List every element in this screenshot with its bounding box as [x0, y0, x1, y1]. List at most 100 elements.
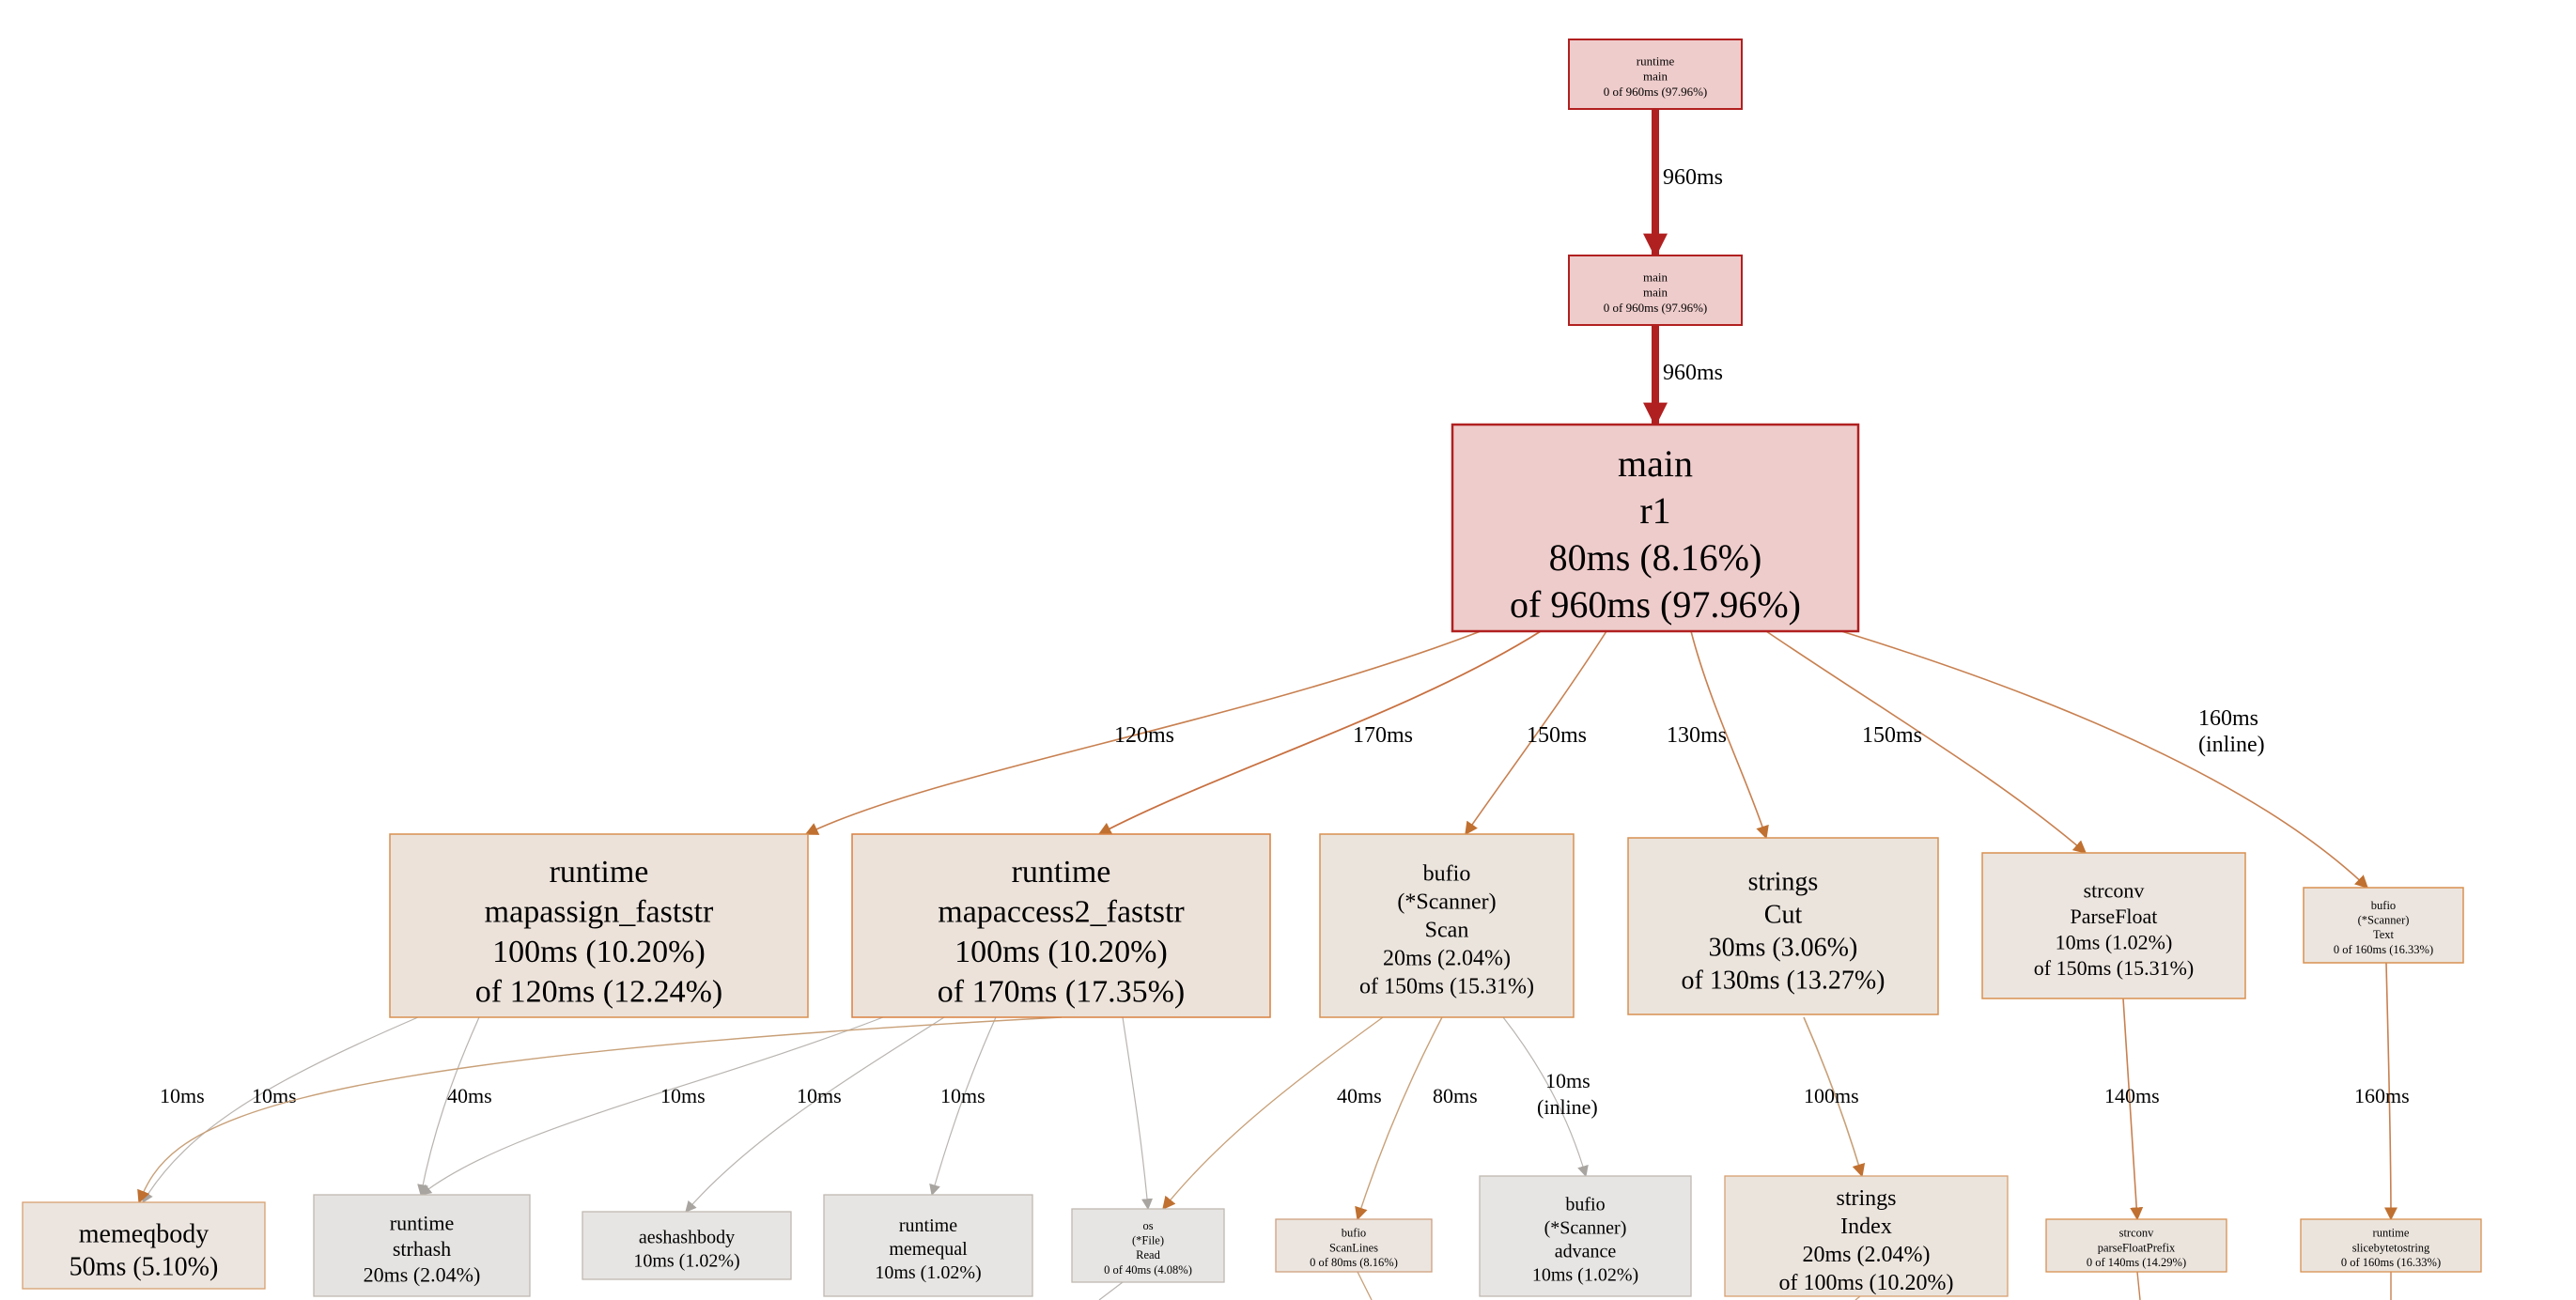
- node-strings_cut[interactable]: stringsCut30ms (3.06%)of 130ms (13.27%): [1628, 838, 1938, 1014]
- node-label: Scan: [1425, 919, 1469, 943]
- edge: 40ms: [1163, 1017, 1383, 1209]
- node-runtime_strhash[interactable]: runtimestrhash20ms (2.04%): [314, 1195, 530, 1296]
- edge-label: (inline): [2198, 733, 2265, 757]
- node-bufio_text[interactable]: bufio (*Scanner)Text 0 of 160ms (16.33%): [2304, 888, 2463, 963]
- node-label: strconv: [2084, 878, 2145, 902]
- node-label: of 960ms (97.96%): [1510, 583, 1801, 626]
- edge-label: 10ms: [940, 1084, 985, 1107]
- node-label: runtime: [550, 855, 649, 890]
- node-label: 100ms (10.20%): [492, 935, 706, 969]
- edge: 100ms: [1804, 1017, 1862, 1176]
- edge-label: 120ms: [1114, 723, 1174, 748]
- node-label: 20ms (2.04%): [1383, 947, 1511, 971]
- node-label: slicebytetostring: [2352, 1241, 2430, 1254]
- edge-label: 160ms: [2354, 1084, 2410, 1107]
- node-label: (*Scanner): [2358, 914, 2410, 927]
- node-label: 0 of 160ms (16.33%): [2334, 943, 2433, 956]
- node-label: Index: [1840, 1215, 1892, 1239]
- edge: 10ms (inline): [1503, 1017, 1598, 1176]
- node-label: 20ms (2.04%): [364, 1263, 481, 1287]
- edge: [686, 1017, 944, 1212]
- node-bufio_advance[interactable]: bufio (*Scanner) advance 10ms (1.02%): [1480, 1176, 1691, 1296]
- edge: 150ms: [1766, 631, 2086, 853]
- node-label: 100ms (10.20%): [954, 935, 1168, 969]
- node-label: of 170ms (17.35%): [938, 974, 1185, 1009]
- node-label: 0 of 80ms (8.16%): [1310, 1256, 1398, 1269]
- edge-label: 960ms: [1663, 165, 1723, 190]
- edge: [2137, 1272, 2140, 1300]
- node-label: of 150ms (15.31%): [1359, 975, 1534, 999]
- node-label: mapaccess2_faststr: [938, 894, 1185, 929]
- edge: 140ms: [2104, 998, 2160, 1219]
- node-label: (*Scanner): [1544, 1218, 1627, 1239]
- node-mapassign_faststr[interactable]: runtimemapassign_faststr100ms (10.20%)of…: [390, 834, 808, 1017]
- node-label: runtime: [390, 1212, 454, 1235]
- node-label: bufio: [1342, 1227, 1366, 1240]
- node-label: Read: [1136, 1248, 1160, 1261]
- node-label: memeqbody: [79, 1220, 209, 1249]
- node-label: memequal: [889, 1239, 968, 1260]
- node-bufio_scan[interactable]: bufio(*Scanner)Scan20ms (2.04%)of 150ms …: [1320, 834, 1574, 1017]
- edge-label: 10ms: [1545, 1069, 1591, 1092]
- node-label: 20ms (2.04%): [1803, 1243, 1931, 1267]
- edge-label: 140ms: [2104, 1084, 2160, 1107]
- edge-label: 150ms: [1862, 723, 1922, 748]
- edge: 960ms: [1655, 109, 1723, 255]
- node-runtime_slicebytetostring[interactable]: runtimeslicebytetostring0 of 160ms (16.3…: [2301, 1219, 2481, 1272]
- node-label: advance: [1555, 1242, 1617, 1262]
- edge-label: 130ms: [1667, 723, 1727, 748]
- node-label: 0 of 960ms (97.96%): [1604, 85, 1708, 99]
- node-label: runtime: [1637, 54, 1675, 68]
- edge: [1099, 1282, 1123, 1300]
- node-label: Cut: [1764, 901, 1803, 930]
- node-label: main: [1643, 286, 1668, 300]
- node-main_main[interactable]: mainmain0 of 960ms (97.96%): [1569, 255, 1742, 325]
- node-strconv_parsefloat[interactable]: strconv ParseFloat10ms (1.02%) of 150ms (1…: [1982, 853, 2245, 998]
- node-label: of 150ms (15.31%): [2034, 956, 2194, 980]
- node-label: of 120ms (12.24%): [475, 974, 722, 1009]
- edge: 80ms: [1358, 1017, 1478, 1219]
- edge-label: 40ms: [1337, 1084, 1382, 1107]
- edge: 160ms: [2354, 963, 2410, 1219]
- node-label: 50ms (5.10%): [70, 1253, 219, 1282]
- node-memeqbody[interactable]: memeqbody 50ms (5.10%): [23, 1202, 265, 1289]
- node-label: (*File): [1132, 1234, 1164, 1247]
- node-strconv_prefix[interactable]: strconvparseFloatPrefix0 of 140ms (14.29…: [2046, 1219, 2227, 1272]
- edge: 10ms: [797, 1017, 1148, 1209]
- edge-label: 10ms: [252, 1084, 297, 1107]
- edge: 960ms: [1655, 325, 1723, 425]
- node-label: ParseFloat: [2071, 905, 2158, 928]
- node-label: bufio: [1565, 1195, 1605, 1215]
- node-label: 10ms (1.02%): [633, 1251, 739, 1272]
- node-main_r1[interactable]: mainr180ms (8.16%)of 960ms (97.96%): [1452, 425, 1858, 631]
- edge-label: 100ms: [1804, 1084, 1859, 1107]
- edge: 10ms: [252, 1017, 479, 1195]
- node-label: Text: [2373, 928, 2395, 941]
- node-os_file_read[interactable]: os(*File)Read0 of 40ms (4.08%): [1072, 1209, 1224, 1282]
- node-runtime_memequal[interactable]: runtime memequal10ms (1.02%): [824, 1195, 1032, 1296]
- node-bufio_scanlines[interactable]: bufioScanLines 0 of 80ms (8.16%): [1276, 1219, 1432, 1272]
- node-label: 10ms (1.02%): [875, 1262, 981, 1283]
- node-label: 10ms (1.02%): [2056, 930, 2173, 953]
- node-mapaccess2_faststr[interactable]: runtime mapaccess2_faststr 100ms (10.20%) o…: [852, 834, 1270, 1017]
- node-label: aeshashbody: [639, 1228, 735, 1248]
- node-label: runtime: [1012, 855, 1111, 890]
- edge-label: 10ms: [160, 1084, 205, 1107]
- node-aeshashbody[interactable]: aeshashbody 10ms (1.02%): [582, 1212, 791, 1279]
- edge: 10ms: [932, 1017, 996, 1195]
- node-label: ScanLines: [1329, 1241, 1378, 1254]
- node-label: r1: [1639, 489, 1670, 532]
- edge: [1358, 1272, 1372, 1300]
- edge-label: 80ms: [1433, 1084, 1478, 1107]
- node-label: bufio: [2371, 899, 2396, 912]
- node-label: runtime: [899, 1215, 957, 1236]
- node-runtime_main[interactable]: runtimemain0 of 960ms (97.96%): [1569, 39, 1742, 109]
- node-label: strings: [1836, 1186, 1896, 1211]
- node-strings_index[interactable]: stringsIndex20ms (2.04%)of 100ms (10.20%…: [1725, 1176, 2008, 1296]
- edge-label: (inline): [1537, 1095, 1598, 1119]
- node-label: 0 of 140ms (14.29%): [2087, 1256, 2186, 1269]
- node-label: 10ms (1.02%): [1532, 1265, 1638, 1286]
- node-label: main: [1643, 270, 1668, 284]
- node-label: runtime: [2373, 1227, 2410, 1240]
- node-label: strconv: [2119, 1227, 2155, 1240]
